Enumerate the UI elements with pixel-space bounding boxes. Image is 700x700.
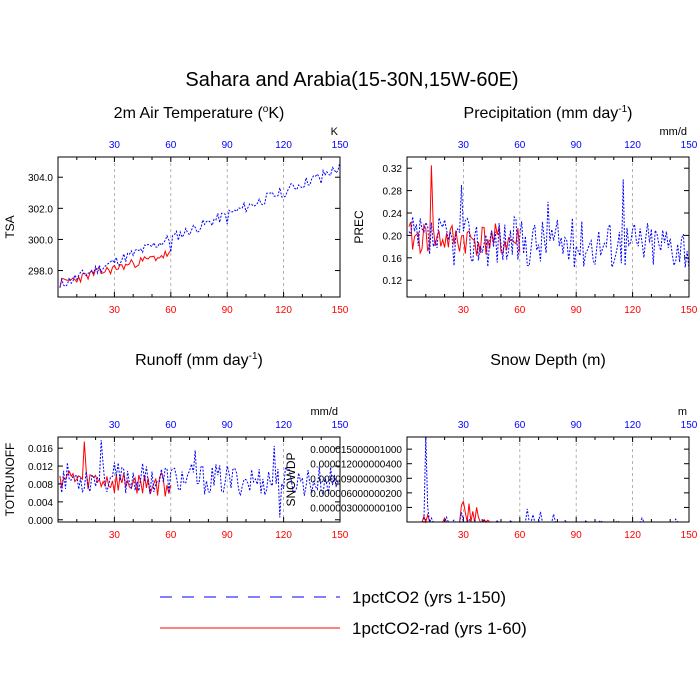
panel-title: Snow Depth (m) (490, 352, 606, 369)
x-tick-label-top: 30 (458, 140, 470, 151)
x-tick-label-top: 120 (624, 420, 641, 431)
y-axis-label: TOTRUNOFF (3, 443, 17, 517)
x-tick-label-top: 30 (109, 140, 121, 151)
panel-title: Runoff (mm day-1) (135, 351, 263, 369)
x-tick-label-top: 90 (222, 140, 234, 151)
series-line-1pctCO2 (408, 179, 690, 270)
legend-label-1pctCO2: 1pctCO2 (yrs 1-150) (352, 588, 506, 607)
units-label: mm/d (660, 126, 688, 138)
x-tick-label-bottom: 90 (222, 305, 234, 316)
x-tick-label-top: 150 (332, 140, 349, 151)
y-tick-label: 304.0 (28, 173, 53, 184)
y-tick-label: 0.008 (28, 480, 53, 491)
panel-2m-air-temperature: 2m Air Temperature (oK) K TSA 30 30 60 60 90 90 1… (3, 104, 349, 316)
series-line-1pctCO2 (59, 161, 341, 288)
legend: 1pctCO2 (yrs 1-150) 1pctCO2-rad (yrs 1-6… (160, 588, 527, 638)
plot-frame (406, 156, 690, 298)
y-axis-label: TSA (3, 215, 17, 238)
x-tick-label-top: 150 (681, 140, 698, 151)
y-tick-label: 0.000012000000400 (310, 460, 402, 471)
x-tick-label-top: 120 (624, 140, 641, 151)
x-tick-label-top: 120 (275, 420, 292, 431)
y-tick-label: 0.12 (383, 276, 403, 287)
x-tick-label-top: 60 (514, 140, 526, 151)
x-tick-label-bottom: 60 (165, 305, 177, 316)
series-line-1pctCO2-rad (408, 165, 521, 256)
x-tick-label-top: 30 (109, 420, 121, 431)
series-line-1pctCO2-rad (59, 441, 172, 497)
x-tick-label-bottom: 120 (275, 530, 292, 541)
x-tick-label-bottom: 90 (571, 530, 583, 541)
units-label: mm/d (311, 406, 339, 418)
x-tick-label-bottom: 30 (109, 530, 121, 541)
x-tick-label-top: 90 (222, 420, 234, 431)
units-label: m (678, 406, 687, 418)
x-tick-label-bottom: 150 (681, 530, 698, 541)
x-tick-label-top: 60 (165, 140, 177, 151)
y-tick-label: 0.000015000001000 (310, 445, 402, 456)
y-tick-label: 0.004 (28, 498, 53, 509)
y-tick-label: 0.24 (383, 209, 403, 220)
x-tick-label-bottom: 90 (571, 305, 583, 316)
plot-frame (406, 436, 690, 523)
y-tick-label: 0.000009000000300 (310, 474, 402, 485)
x-tick-label-bottom: 120 (275, 305, 292, 316)
x-tick-label-bottom: 150 (332, 530, 349, 541)
plot-frame (57, 156, 341, 298)
panel-title: 2m Air Temperature (oK) (114, 104, 285, 122)
x-tick-label-bottom: 60 (514, 305, 526, 316)
x-tick-label-bottom: 30 (109, 305, 121, 316)
y-tick-label: 0.000003000000100 (310, 503, 402, 514)
x-tick-label-top: 90 (571, 420, 583, 431)
panel-runoff: Runoff (mm day-1) mm/d TOTRUNOFF 30 30 60 60 90… (3, 351, 349, 541)
x-tick-label-top: 150 (332, 420, 349, 431)
series-line-1pctCO2-rad (59, 249, 172, 288)
x-tick-label-bottom: 120 (624, 530, 641, 541)
x-tick-label-bottom: 30 (458, 530, 470, 541)
y-tick-label: 0.012 (28, 462, 53, 473)
x-tick-label-bottom: 90 (222, 530, 234, 541)
x-tick-label-bottom: 60 (514, 530, 526, 541)
series-line-1pctCO2 (408, 436, 689, 524)
units-label: K (331, 126, 339, 138)
y-tick-label: 0.000006000000200 (310, 489, 402, 500)
y-tick-label: 0.20 (383, 231, 403, 242)
series-line-1pctCO2-rad (408, 500, 520, 524)
x-tick-label-bottom: 120 (624, 305, 641, 316)
panel-snow-depth: Snow Depth (m) m SNOWDP 30 30 60 60 90 90 120 120 1… (284, 352, 698, 541)
y-tick-label: 300.0 (28, 235, 53, 246)
x-tick-label-top: 120 (275, 140, 292, 151)
y-tick-label: 0.16 (383, 254, 403, 265)
figure-title: Sahara and Arabia(15-30N,15W-60E) (185, 69, 518, 91)
x-tick-label-top: 30 (458, 420, 470, 431)
x-tick-label-bottom: 30 (458, 305, 470, 316)
x-tick-label-top: 60 (514, 420, 526, 431)
y-axis-label: SNOWDP (284, 453, 298, 507)
y-tick-label: 298.0 (28, 267, 53, 278)
x-tick-label-top: 150 (681, 420, 698, 431)
y-axis-label: PREC (352, 210, 366, 244)
y-tick-label: 0.000 (28, 516, 53, 527)
x-tick-label-top: 90 (571, 140, 583, 151)
panel-precipitation: Precipitation (mm day-1) mm/d PREC 30 30 60 60… (352, 104, 698, 316)
x-tick-label-bottom: 60 (165, 530, 177, 541)
panel-title: Precipitation (mm day-1) (464, 104, 633, 122)
x-tick-label-top: 60 (165, 420, 177, 431)
y-tick-label: 0.32 (383, 164, 403, 175)
y-tick-label: 0.016 (28, 444, 53, 455)
x-tick-label-bottom: 150 (681, 305, 698, 316)
legend-label-1pctCO2-rad: 1pctCO2-rad (yrs 1-60) (352, 619, 527, 638)
plot-frame (57, 436, 341, 523)
x-tick-label-bottom: 150 (332, 305, 349, 316)
y-tick-label: 302.0 (28, 204, 53, 215)
y-tick-label: 0.28 (383, 187, 403, 198)
